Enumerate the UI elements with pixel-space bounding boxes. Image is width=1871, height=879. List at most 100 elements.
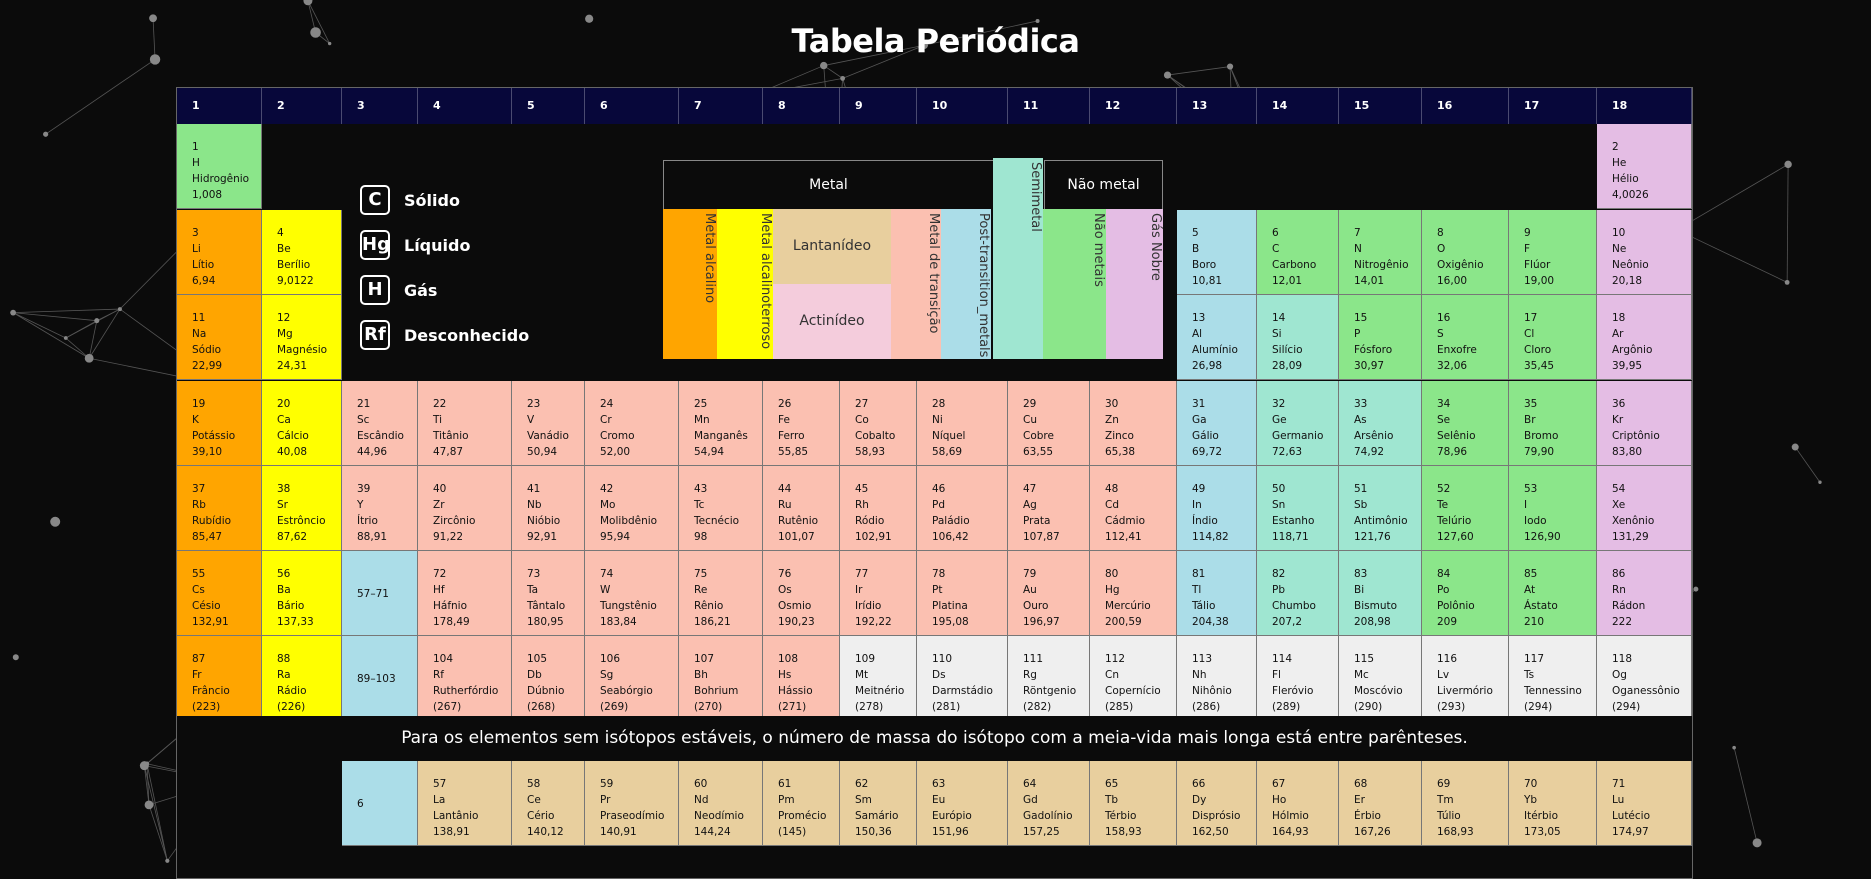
element-ir[interactable]: 77IrIrídio192,22 xyxy=(840,551,917,636)
element-ho[interactable]: 67HoHólmio164,93 xyxy=(1257,761,1339,846)
element-be[interactable]: 4BeBerílio9,0122 xyxy=(262,210,342,295)
element-rh[interactable]: 45RhRódio102,91 xyxy=(840,466,917,551)
element-cl[interactable]: 17ClCloro35,45 xyxy=(1509,295,1597,380)
element-pr[interactable]: 59PrPraseodímio140,91 xyxy=(585,761,679,846)
element-kr[interactable]: 36KrCriptônio83,80 xyxy=(1597,381,1692,466)
element-ts[interactable]: 117TsTennessino(294) xyxy=(1509,636,1597,721)
element-cn[interactable]: 112CnCopernício(285) xyxy=(1090,636,1177,721)
element-re[interactable]: 75ReRênio186,21 xyxy=(679,551,763,636)
element-rb[interactable]: 37RbRubídio85,47 xyxy=(177,466,262,551)
element-nh[interactable]: 113NhNihônio(286) xyxy=(1177,636,1257,721)
element-os[interactable]: 76OsOsmio190,23 xyxy=(763,551,840,636)
element-yb[interactable]: 70YbItérbio173,05 xyxy=(1509,761,1597,846)
element-fe[interactable]: 26FeFerro55,85 xyxy=(763,381,840,466)
element-hf[interactable]: 72HfHáfnio178,49 xyxy=(418,551,512,636)
element-v[interactable]: 23VVanádio50,94 xyxy=(512,381,585,466)
element-mn[interactable]: 25MnManganês54,94 xyxy=(679,381,763,466)
element-xe[interactable]: 54XeXenônio131,29 xyxy=(1597,466,1692,551)
element-ti[interactable]: 22TiTitânio47,87 xyxy=(418,381,512,466)
element-cu[interactable]: 29CuCobre63,55 xyxy=(1008,381,1090,466)
element-na[interactable]: 11NaSódio22,99 xyxy=(177,295,262,380)
element-tc[interactable]: 43TcTecnécio98 xyxy=(679,466,763,551)
element-te[interactable]: 52TeTelúrio127,60 xyxy=(1422,466,1509,551)
element-sm[interactable]: 62SmSamário150,36 xyxy=(840,761,917,846)
element-ni[interactable]: 28NiNíquel58,69 xyxy=(917,381,1008,466)
element-tm[interactable]: 69TmTúlio168,93 xyxy=(1422,761,1509,846)
element-ce[interactable]: 58CeCério140,12 xyxy=(512,761,585,846)
element-rn[interactable]: 86RnRádon222 xyxy=(1597,551,1692,636)
element-i[interactable]: 53IIodo126,90 xyxy=(1509,466,1597,551)
element-p[interactable]: 15PFósforo30,97 xyxy=(1339,295,1422,380)
element-au[interactable]: 79AuOuro196,97 xyxy=(1008,551,1090,636)
element-pt[interactable]: 78PtPlatina195,08 xyxy=(917,551,1008,636)
element-lv[interactable]: 116LvLivermório(293) xyxy=(1422,636,1509,721)
element-ne[interactable]: 10NeNeônio20,18 xyxy=(1597,210,1692,295)
element-ag[interactable]: 47AgPrata107,87 xyxy=(1008,466,1090,551)
element-as[interactable]: 33AsArsênio74,92 xyxy=(1339,381,1422,466)
element-sc[interactable]: 21ScEscândio44,96 xyxy=(342,381,418,466)
element-sb[interactable]: 51SbAntimônio121,76 xyxy=(1339,466,1422,551)
element-si[interactable]: 14SiSilício28,09 xyxy=(1257,295,1339,380)
element-k[interactable]: 19KPotássio39,10 xyxy=(177,381,262,466)
element-b[interactable]: 5BBoro10,81 xyxy=(1177,210,1257,295)
element-lu[interactable]: 71LuLutécio174,97 xyxy=(1597,761,1692,846)
element-tb[interactable]: 65TbTérbio158,93 xyxy=(1090,761,1177,846)
element-er[interactable]: 68ErÉrbio167,26 xyxy=(1339,761,1422,846)
element-bh[interactable]: 107BhBohrium(270) xyxy=(679,636,763,721)
element-nd[interactable]: 60NdNeodímio144,24 xyxy=(679,761,763,846)
element-tl[interactable]: 81TlTálio204,38 xyxy=(1177,551,1257,636)
element-ge[interactable]: 32GeGermanio72,63 xyxy=(1257,381,1339,466)
element-s[interactable]: 16SEnxofre32,06 xyxy=(1422,295,1509,380)
element-cr[interactable]: 24CrCromo52,00 xyxy=(585,381,679,466)
element-sn[interactable]: 50SnEstanho118,71 xyxy=(1257,466,1339,551)
element-db[interactable]: 105DbDúbnio(268) xyxy=(512,636,585,721)
element-rf[interactable]: 104RfRutherfórdio(267) xyxy=(418,636,512,721)
element-se[interactable]: 34SeSelênio78,96 xyxy=(1422,381,1509,466)
element-ca[interactable]: 20CaCálcio40,08 xyxy=(262,381,342,466)
element-fr[interactable]: 87FrFrâncio(223) xyxy=(177,636,262,721)
element-eu[interactable]: 63EuEurópio151,96 xyxy=(917,761,1008,846)
element-c[interactable]: 6CCarbono12,01 xyxy=(1257,210,1339,295)
element-co[interactable]: 27CoCobalto58,93 xyxy=(840,381,917,466)
element-ta[interactable]: 73TaTântalo180,95 xyxy=(512,551,585,636)
element-zr[interactable]: 40ZrZircônio91,22 xyxy=(418,466,512,551)
element-rg[interactable]: 111RgRöntgenio(282) xyxy=(1008,636,1090,721)
element-mg[interactable]: 12MgMagnésio24,31 xyxy=(262,295,342,380)
element-hs[interactable]: 108HsHássio(271) xyxy=(763,636,840,721)
element-h[interactable]: 1HHidrogênio1,008 xyxy=(177,124,262,209)
element-sr[interactable]: 38SrEstrôncio87,62 xyxy=(262,466,342,551)
element-pm[interactable]: 61PmPromécio(145) xyxy=(763,761,840,846)
element-fl[interactable]: 114FlFleróvio(289) xyxy=(1257,636,1339,721)
element-gd[interactable]: 64GdGadolínio157,25 xyxy=(1008,761,1090,846)
element-f[interactable]: 9FFlúor19,00 xyxy=(1509,210,1597,295)
element-br[interactable]: 35BrBromo79,90 xyxy=(1509,381,1597,466)
element-ds[interactable]: 110DsDarmstádio(281) xyxy=(917,636,1008,721)
element-in[interactable]: 49InÍndio114,82 xyxy=(1177,466,1257,551)
element-ga[interactable]: 31GaGálio69,72 xyxy=(1177,381,1257,466)
element-ra[interactable]: 88RaRádio(226) xyxy=(262,636,342,721)
element-pd[interactable]: 46PdPaládio106,42 xyxy=(917,466,1008,551)
element-li[interactable]: 3LiLítio6,94 xyxy=(177,210,262,295)
element-ru[interactable]: 44RuRutênio101,07 xyxy=(763,466,840,551)
element-mo[interactable]: 42MoMolibdênio95,94 xyxy=(585,466,679,551)
element-og[interactable]: 118OgOganessônio(294) xyxy=(1597,636,1692,721)
element-pb[interactable]: 82PbChumbo207,2 xyxy=(1257,551,1339,636)
element-n[interactable]: 7NNitrogênio14,01 xyxy=(1339,210,1422,295)
element-y[interactable]: 39YÍtrio88,91 xyxy=(342,466,418,551)
element-ba[interactable]: 56BaBário137,33 xyxy=(262,551,342,636)
element-sg[interactable]: 106SgSeabórgio(269) xyxy=(585,636,679,721)
element-o[interactable]: 8OOxigênio16,00 xyxy=(1422,210,1509,295)
element-w[interactable]: 74WTungstênio183,84 xyxy=(585,551,679,636)
element-bi[interactable]: 83BiBismuto208,98 xyxy=(1339,551,1422,636)
element-hg[interactable]: 80HgMercúrio200,59 xyxy=(1090,551,1177,636)
element-dy[interactable]: 66DyDisprósio162,50 xyxy=(1177,761,1257,846)
element-cs[interactable]: 55CsCésio132,91 xyxy=(177,551,262,636)
element-la[interactable]: 57LaLantânio138,91 xyxy=(418,761,512,846)
element-mc[interactable]: 115McMoscóvio(290) xyxy=(1339,636,1422,721)
element-ar[interactable]: 18ArArgônio39,95 xyxy=(1597,295,1692,380)
element-nb[interactable]: 41NbNióbio92,91 xyxy=(512,466,585,551)
element-mt[interactable]: 109MtMeitnério(278) xyxy=(840,636,917,721)
element-at[interactable]: 85AtÁstato210 xyxy=(1509,551,1597,636)
element-zn[interactable]: 30ZnZinco65,38 xyxy=(1090,381,1177,466)
element-po[interactable]: 84PoPolônio209 xyxy=(1422,551,1509,636)
